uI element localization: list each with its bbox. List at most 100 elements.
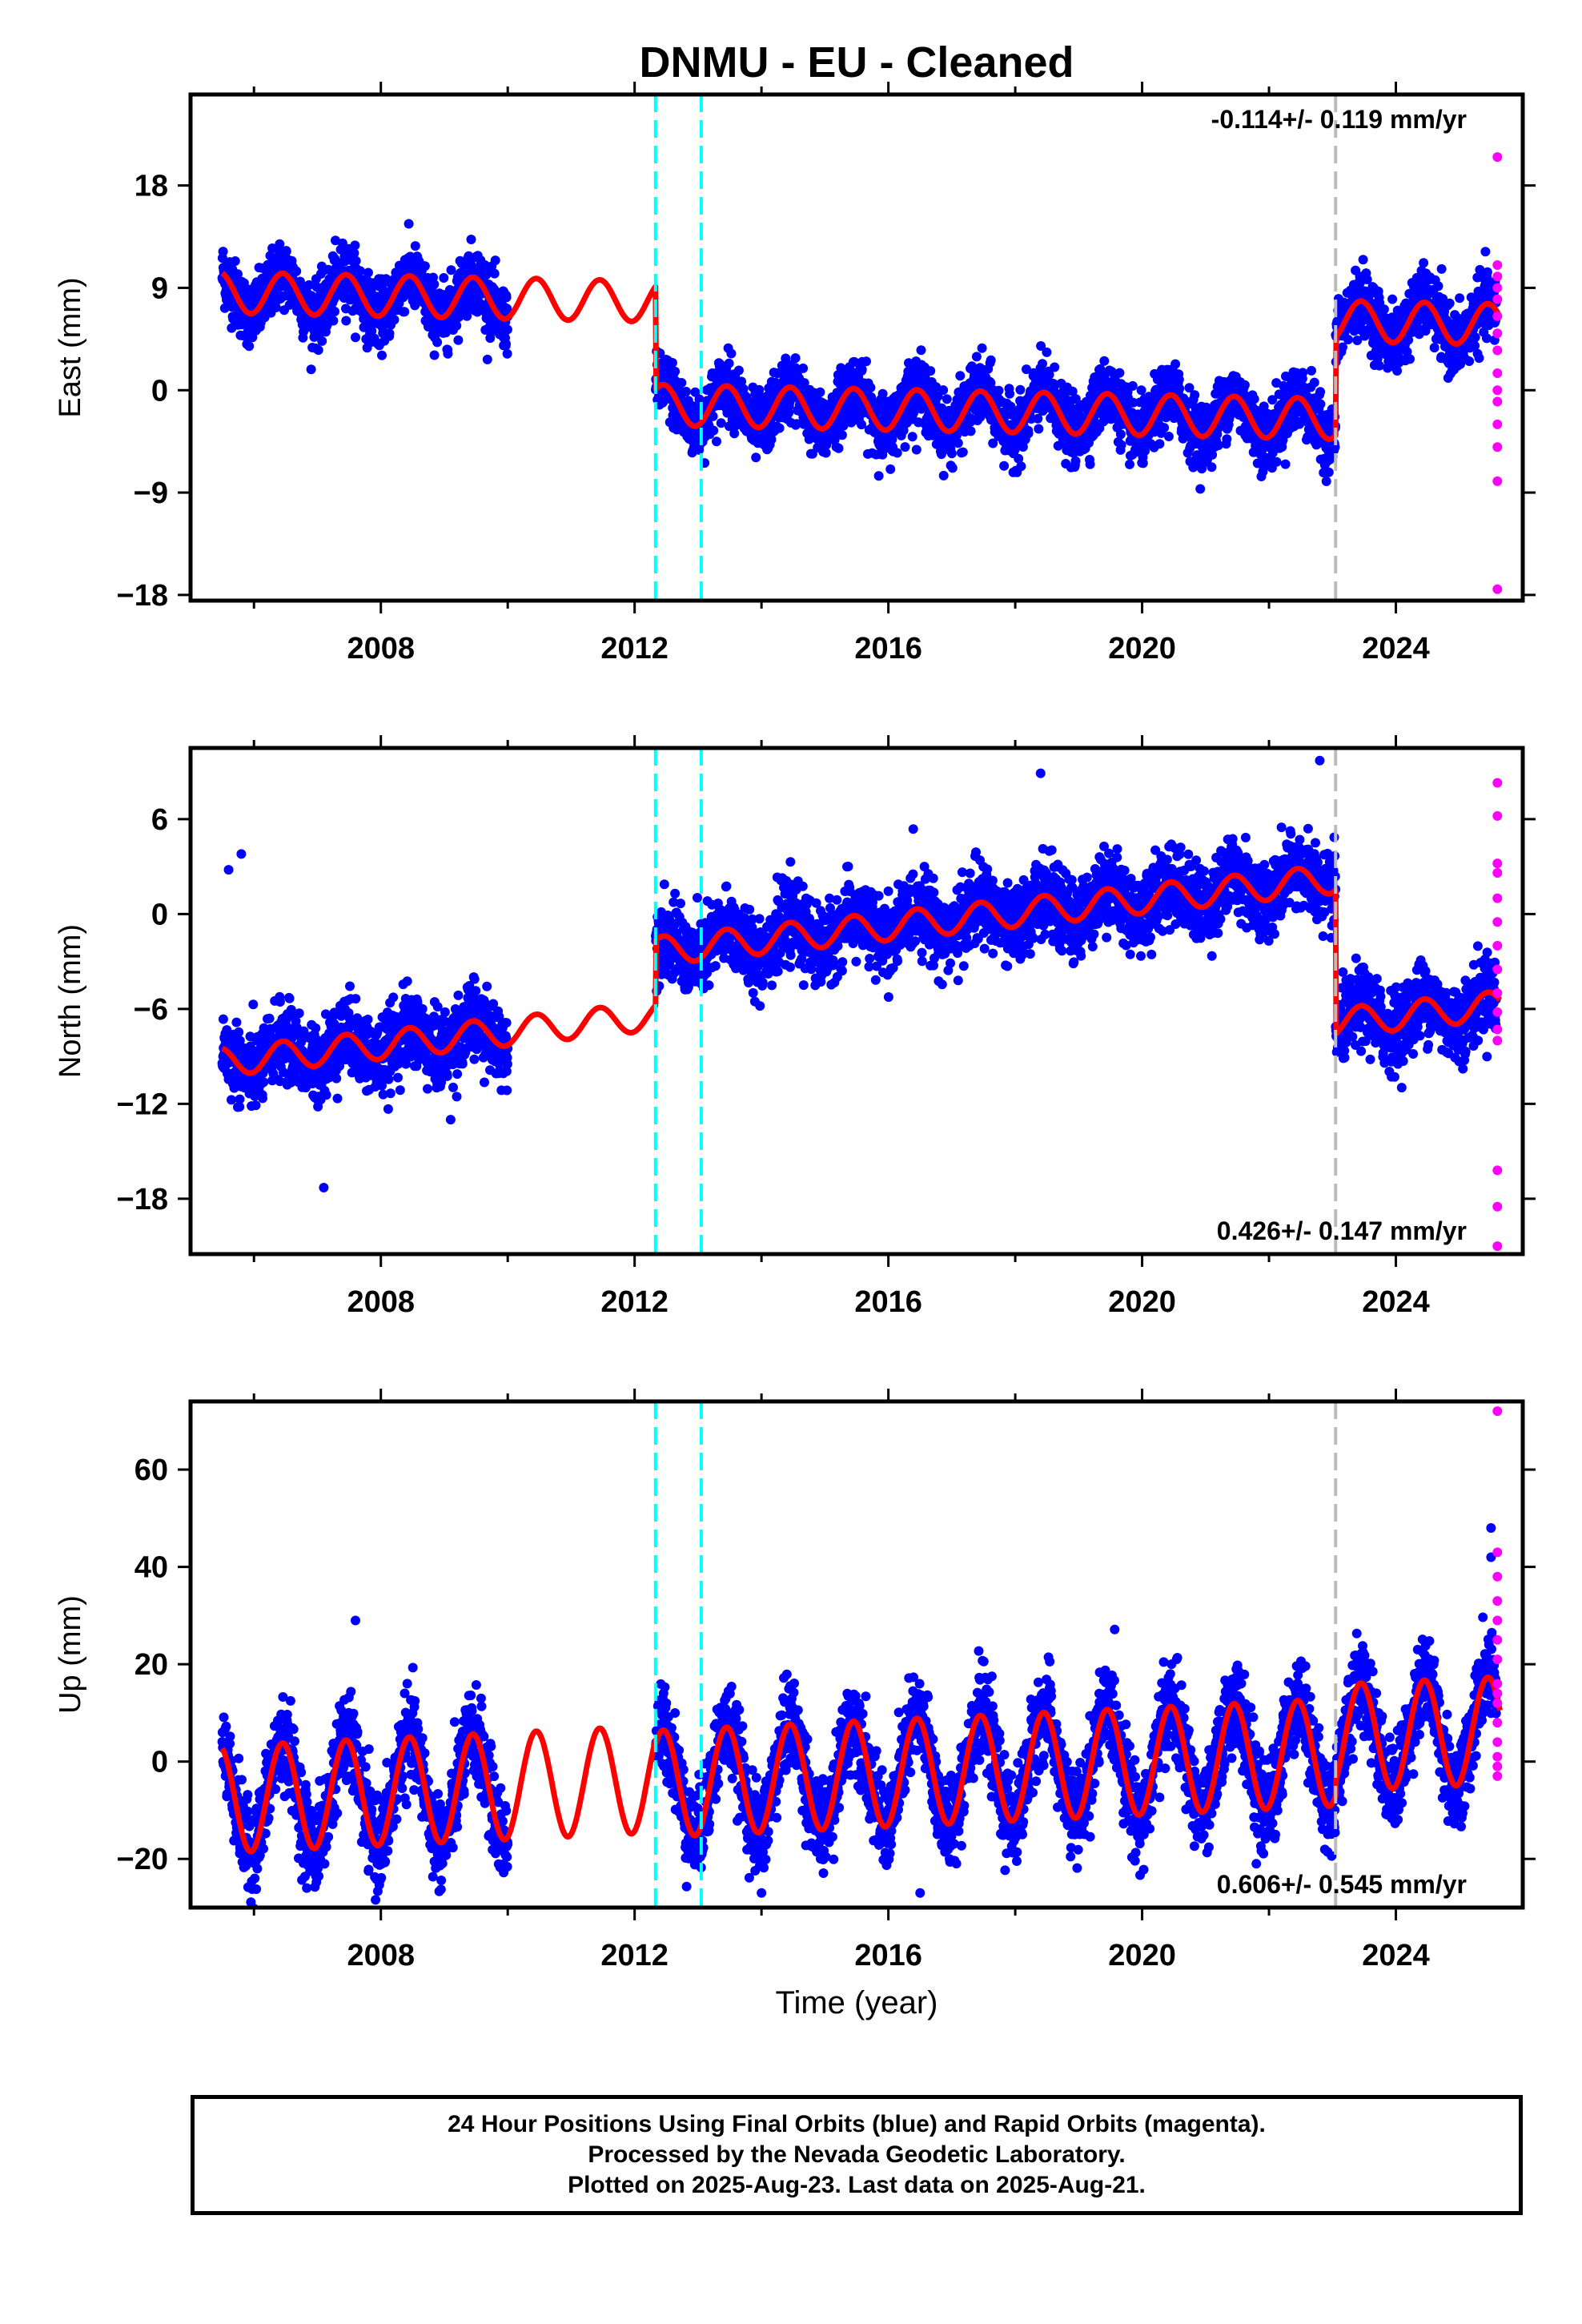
east-final-point xyxy=(837,430,847,440)
east-final-point xyxy=(452,320,462,331)
east-final-point xyxy=(306,364,316,375)
east-final-point xyxy=(304,279,314,290)
east-final-point xyxy=(443,348,453,359)
east-final-point xyxy=(501,339,511,349)
east-rapid-point xyxy=(1492,368,1503,378)
east-final-point xyxy=(1392,366,1403,376)
east-final-point xyxy=(379,320,389,330)
east-final-point xyxy=(1222,434,1232,444)
east-final-point xyxy=(1433,281,1443,292)
east-rapid-point xyxy=(1492,476,1503,486)
east-final-point xyxy=(462,311,472,321)
east-final-point xyxy=(1455,293,1465,304)
east-final-point xyxy=(916,345,926,356)
east-final-point xyxy=(667,358,677,368)
east-final-point xyxy=(439,273,449,283)
east-final-point xyxy=(926,366,936,376)
east-final-point xyxy=(1174,384,1185,394)
east-final-point xyxy=(1163,432,1174,441)
east-final-point xyxy=(1195,484,1206,494)
east-final-point xyxy=(947,463,958,473)
east-rapid-orbit-points xyxy=(1492,152,1503,594)
east-final-point xyxy=(857,420,866,430)
east-final-point xyxy=(1239,380,1250,390)
east-final-point xyxy=(219,303,230,313)
north-plot-area xyxy=(217,755,1503,1252)
east-final-point xyxy=(1315,387,1326,397)
east-final-point xyxy=(389,315,400,325)
east-final-point xyxy=(754,384,765,395)
east-final-point xyxy=(877,388,888,399)
east-final-point xyxy=(938,385,949,396)
east-final-point xyxy=(799,378,809,388)
east-final-point xyxy=(677,378,687,388)
east-final-point xyxy=(1016,461,1026,472)
north-final-point xyxy=(321,1090,331,1100)
east-final-point xyxy=(1315,399,1326,409)
east-final-point xyxy=(766,434,777,444)
east-final-point xyxy=(1136,385,1146,396)
east-final-point xyxy=(453,335,464,345)
east-plot-area xyxy=(217,152,1503,594)
east-final-point xyxy=(1482,267,1492,277)
east-final-point xyxy=(420,261,430,271)
east-final-point xyxy=(1464,356,1475,366)
east-x-tick-label: 2016 xyxy=(854,632,922,665)
east-final-point xyxy=(1114,368,1125,378)
north-final-orbit-points xyxy=(217,755,1501,1193)
east-x-tick-label: 2020 xyxy=(1108,632,1176,665)
east-final-point xyxy=(351,332,360,343)
east-final-point xyxy=(410,241,420,251)
east-final-point xyxy=(792,419,802,429)
east-final-point xyxy=(1298,368,1308,378)
east-rapid-point xyxy=(1492,328,1503,339)
east-final-point xyxy=(658,396,669,407)
east-final-point xyxy=(487,326,497,336)
east-final-point xyxy=(489,268,500,279)
east-final-point xyxy=(829,434,840,444)
east-final-point xyxy=(1034,424,1044,434)
east-final-point xyxy=(977,343,987,353)
east-final-point xyxy=(429,279,440,289)
east-final-point xyxy=(999,460,1010,471)
east-x-tick-label: 2008 xyxy=(347,632,415,665)
east-final-point xyxy=(1480,247,1491,257)
east-final-point xyxy=(271,303,281,312)
east-final-point xyxy=(724,358,734,368)
east-rapid-point xyxy=(1492,385,1503,396)
east-final-point xyxy=(1038,359,1047,369)
east-final-point xyxy=(1116,440,1126,450)
east-final-point xyxy=(281,246,291,256)
north-final-point xyxy=(284,993,295,1003)
north-final-point xyxy=(248,999,259,1010)
east-final-point xyxy=(966,426,976,436)
east-y-axis-label: East (mm) xyxy=(54,277,87,417)
east-final-point xyxy=(1085,459,1095,469)
east-final-point xyxy=(429,350,440,360)
north-final-point xyxy=(227,1095,236,1105)
east-final-point xyxy=(868,396,878,407)
chart-title: DNMU - EU - Cleaned xyxy=(639,38,1074,86)
east-final-point xyxy=(349,248,359,259)
east-final-point xyxy=(350,240,360,251)
east-final-point xyxy=(1115,429,1126,440)
east-final-point xyxy=(709,425,719,436)
east-final-point xyxy=(230,256,240,266)
east-final-point xyxy=(466,235,476,244)
east-final-point xyxy=(363,267,373,278)
east-final-point xyxy=(1042,347,1052,357)
east-x-tick-label: 2012 xyxy=(600,632,669,665)
east-final-point xyxy=(1321,476,1331,486)
east-final-point xyxy=(1429,343,1439,353)
north-final-point xyxy=(234,1027,244,1037)
east-final-point xyxy=(774,423,785,433)
east-final-point xyxy=(275,239,285,249)
east-final-point xyxy=(708,411,718,421)
east-final-point xyxy=(958,447,968,457)
east-final-point xyxy=(1015,384,1026,395)
east-final-point xyxy=(726,348,737,359)
east-rapid-point xyxy=(1492,294,1503,304)
